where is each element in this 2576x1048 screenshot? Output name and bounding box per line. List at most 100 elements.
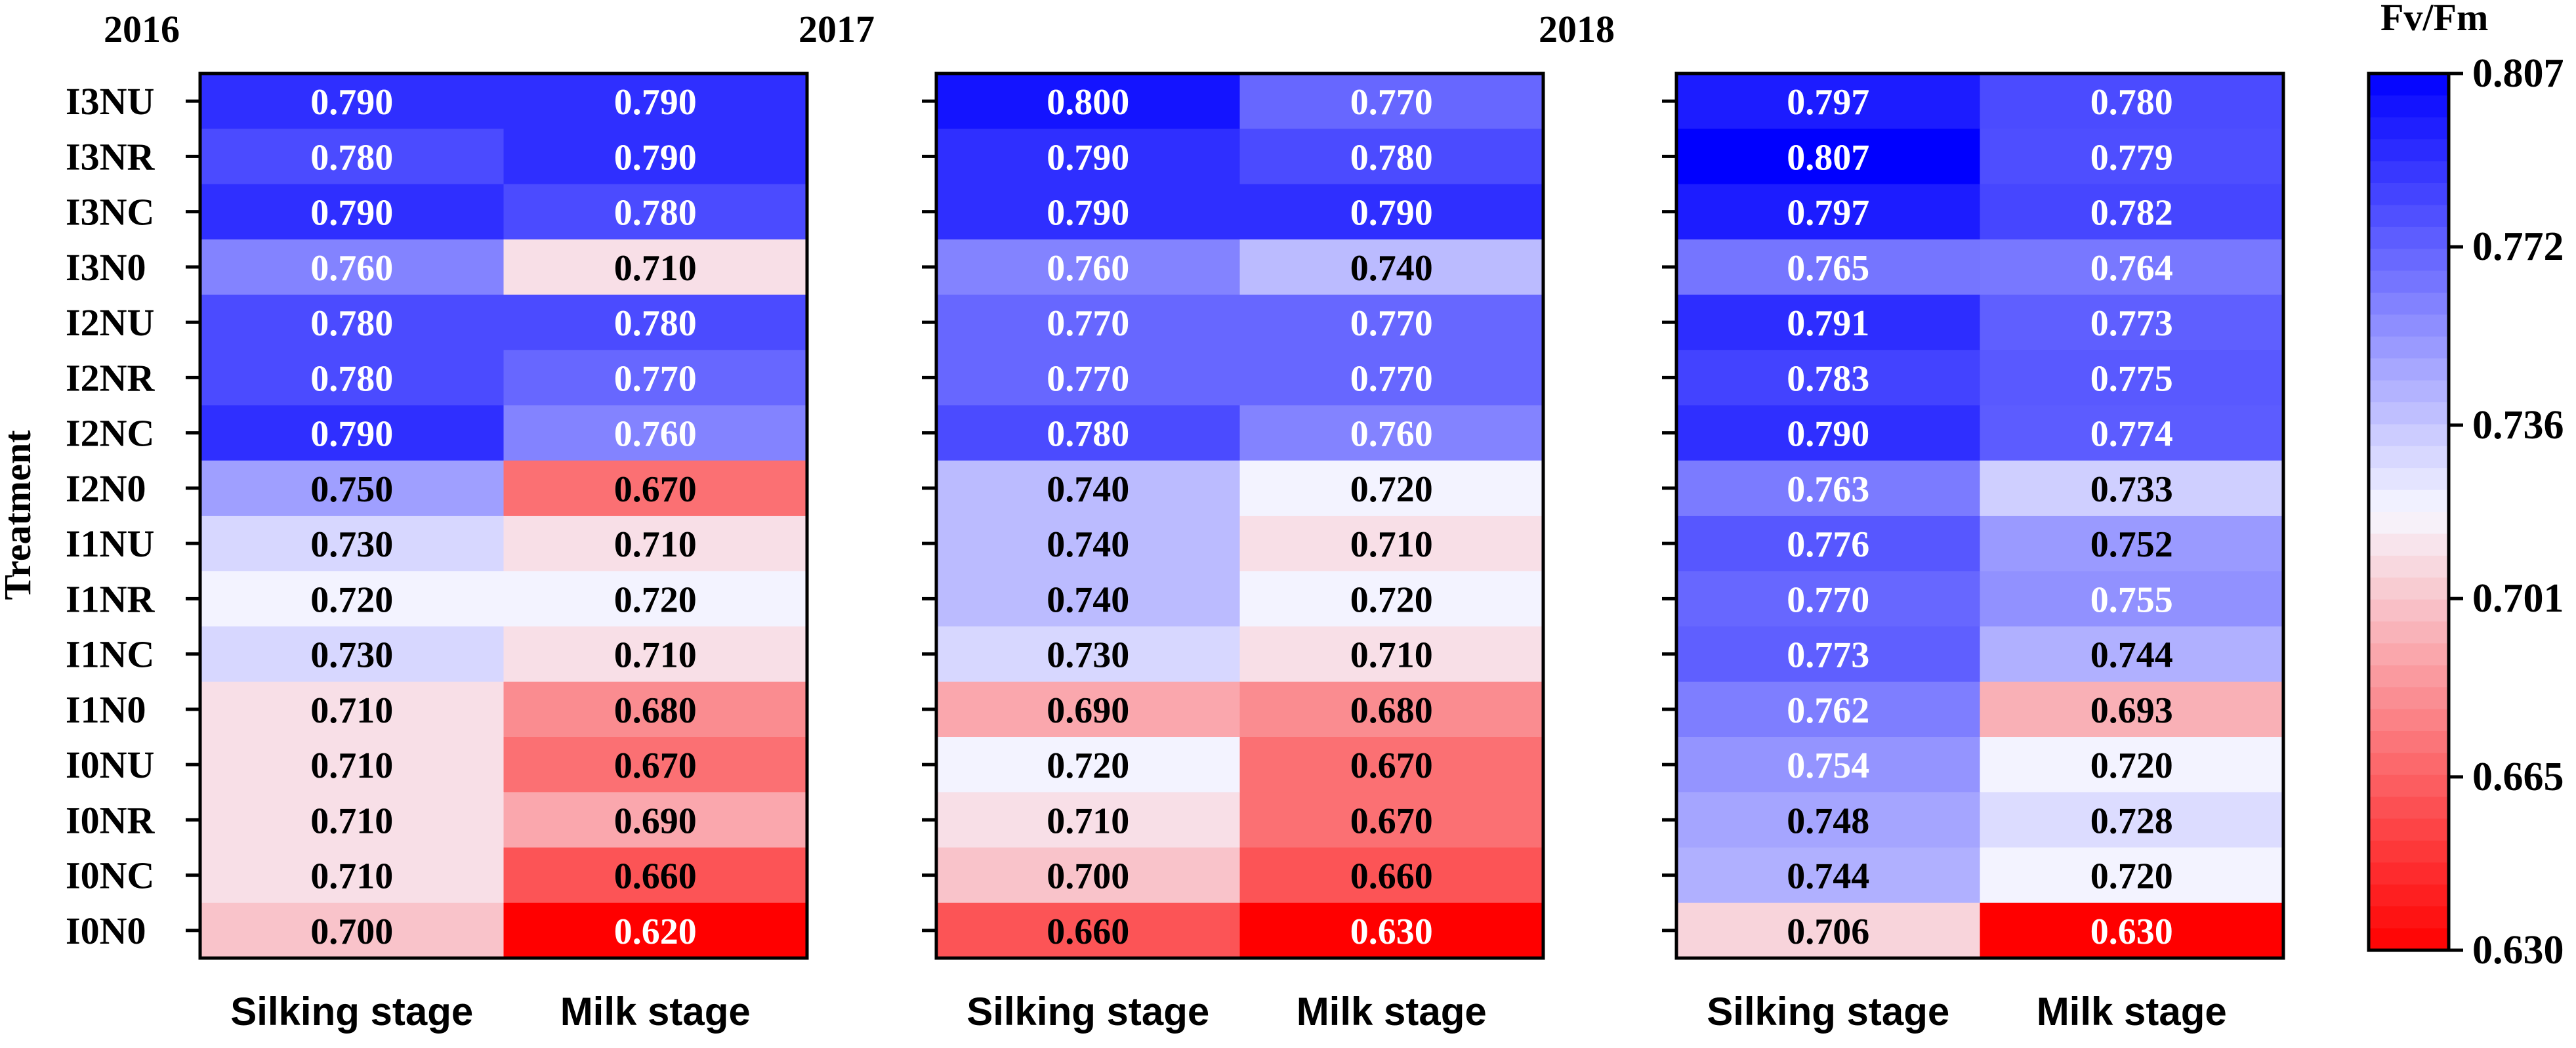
- heatmap-cell: [936, 902, 1241, 959]
- cell-value-label: 0.720: [2090, 856, 2173, 897]
- cell-value-label: 0.790: [310, 82, 393, 123]
- cell-value-label: 0.720: [1350, 469, 1433, 510]
- cell-value-label: 0.773: [1787, 635, 1869, 676]
- cell-value-label: 0.740: [1047, 469, 1129, 510]
- heatmap-cell: [1980, 847, 2284, 904]
- cell-value-label: 0.620: [614, 912, 697, 952]
- row-label: I0NU: [66, 744, 154, 786]
- cell-value-label: 0.730: [310, 635, 393, 676]
- heatmap-cell: [936, 737, 1241, 793]
- colorbar: Fv/Fm 0.807 0.772 0.736 0.701 0.665 0.630: [2367, 0, 2564, 973]
- colorbar-tick-label: 0.807: [2472, 51, 2564, 96]
- cell-value-label: 0.700: [310, 912, 393, 952]
- colorbar-swatch: [2369, 270, 2449, 293]
- column-label: Silking stage: [1707, 990, 1949, 1034]
- cell-value-label: 0.755: [2090, 579, 2173, 620]
- colorbar-swatch: [2369, 555, 2449, 578]
- panel-2017: 2017 0.800 0.770 0.790 0.780 0.790 0.790 0.760 0…: [799, 8, 1545, 1034]
- cell-value-label: 0.760: [1047, 248, 1129, 289]
- cell-value-label: 0.760: [614, 414, 697, 455]
- colorbar-swatch: [2369, 161, 2449, 184]
- row-label: I1NU: [66, 522, 154, 565]
- heatmap-cell: [200, 792, 505, 849]
- colorbar-swatch: [2369, 95, 2449, 118]
- heatmap-cell: [936, 184, 1241, 240]
- cell-value-label: 0.754: [1787, 745, 1869, 786]
- heatmap-cell: [1676, 239, 1981, 295]
- colorbar-swatch: [2369, 424, 2449, 447]
- colorbar-swatch: [2369, 818, 2449, 841]
- cell-value-label: 0.782: [2090, 193, 2173, 234]
- cell-value-label: 0.706: [1787, 912, 1869, 952]
- cell-value-label: 0.730: [1047, 635, 1129, 676]
- heatmap-cell: [1980, 73, 2284, 129]
- cell-value-label: 0.670: [614, 469, 697, 510]
- cell-value-label: 0.790: [310, 414, 393, 455]
- cell-value-label: 0.770: [1787, 579, 1869, 620]
- heatmap-cell: [1676, 73, 1981, 129]
- heatmap-cell: [936, 626, 1241, 682]
- cell-value-label: 0.744: [2090, 635, 2173, 676]
- heatmap-cell: [936, 129, 1241, 185]
- heatmap-cell: [936, 239, 1241, 295]
- heatmap-cell: [936, 350, 1241, 406]
- cell-value-label: 0.710: [310, 745, 393, 786]
- colorbar-swatch: [2369, 534, 2449, 556]
- cell-value-label: 0.693: [2090, 690, 2173, 731]
- colorbar-swatch: [2369, 336, 2449, 359]
- cell-value-label: 0.780: [614, 193, 697, 234]
- colorbar-tick-label: 0.630: [2472, 928, 2564, 973]
- colorbar-swatch: [2369, 643, 2449, 666]
- row-label: I3NR: [66, 135, 155, 178]
- colorbar-swatch: [2369, 774, 2449, 797]
- heatmap-cell: [1239, 405, 1544, 461]
- heatmap-cell: [1980, 460, 2284, 516]
- heatmap-cell: [1676, 902, 1981, 959]
- cell-value-label: 0.680: [1350, 690, 1433, 731]
- row-label: I3NU: [66, 80, 154, 123]
- cell-value-label: 0.748: [1787, 801, 1869, 841]
- row-label: I1NR: [66, 577, 155, 620]
- row-label: I2NC: [66, 412, 154, 455]
- heatmap-cell: [503, 184, 808, 240]
- heatmap-cell: [1239, 184, 1544, 240]
- column-label: Silking stage: [230, 990, 473, 1034]
- row-label: I0NR: [66, 799, 155, 841]
- heatmap-cell: [200, 847, 505, 904]
- cell-value-label: 0.710: [1047, 801, 1129, 841]
- heatmap-cell: [200, 73, 505, 129]
- heatmap-cell: [1980, 516, 2284, 572]
- colorbar-swatch: [2369, 797, 2449, 820]
- y-axis-label: Treatment: [0, 430, 39, 600]
- colorbar-swatch: [2369, 512, 2449, 534]
- row-label: I2N0: [66, 467, 146, 510]
- heatmap-cell: [1239, 847, 1544, 904]
- heatmap-cell: [1676, 681, 1981, 738]
- heatmap-panels: 2016 0.790 0.790 0.780 0.790 0.790 0.780 0.760 0…: [66, 8, 2285, 1034]
- cell-value-label: 0.720: [1350, 579, 1433, 620]
- colorbar-swatch: [2369, 884, 2449, 907]
- cell-value-label: 0.790: [310, 193, 393, 234]
- heatmap-cell: [1676, 129, 1981, 185]
- heatmap-cell: [200, 516, 505, 572]
- cell-value-label: 0.760: [1350, 414, 1433, 455]
- cell-value-label: 0.752: [2090, 524, 2173, 565]
- colorbar-swatch: [2369, 753, 2449, 776]
- heatmap-cell: [1980, 405, 2284, 461]
- colorbar-swatch: [2369, 906, 2449, 929]
- heatmap-cell: [1980, 681, 2284, 738]
- heatmap-cell: [1676, 295, 1981, 350]
- cell-value-label: 0.733: [2090, 469, 2173, 510]
- heatmap-cell: [1676, 847, 1981, 904]
- cell-value-label: 0.790: [1350, 193, 1433, 234]
- cell-value-label: 0.790: [1787, 414, 1869, 455]
- heatmap-cell: [1676, 737, 1981, 793]
- heatmap-cell: [1980, 239, 2284, 295]
- heatmap-cell: [1239, 295, 1544, 350]
- column-label: Silking stage: [966, 990, 1209, 1034]
- heatmap-cell: [1980, 626, 2284, 682]
- cell-value-label: 0.770: [1047, 358, 1129, 399]
- heatmap-cell: [200, 571, 505, 627]
- cell-value-label: 0.790: [614, 82, 697, 123]
